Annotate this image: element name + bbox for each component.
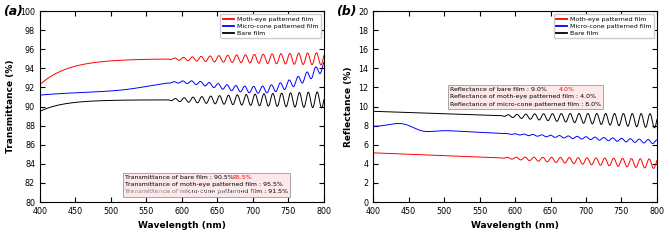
Bare film bbox=[320, 98, 328, 101]
Moth-eye patterned film bbox=[369, 152, 377, 154]
Bare film bbox=[174, 99, 182, 102]
Bare film bbox=[592, 112, 600, 115]
Moth-eye patterned film bbox=[312, 52, 320, 55]
Bare film bbox=[369, 110, 377, 113]
Y-axis label: Reflectance (%): Reflectance (%) bbox=[344, 66, 352, 147]
Text: (a): (a) bbox=[3, 5, 23, 18]
Line: Moth-eye patterned film: Moth-eye patterned film bbox=[373, 153, 657, 169]
Bare film bbox=[312, 95, 320, 98]
Bare film bbox=[651, 126, 659, 129]
Micro-cone patterned film bbox=[593, 137, 601, 140]
Text: 4.0%: 4.0% bbox=[559, 87, 575, 92]
Bare film bbox=[312, 96, 320, 99]
Moth-eye patterned film bbox=[50, 73, 58, 76]
Micro-cone patterned film bbox=[174, 82, 182, 84]
Micro-cone patterned film bbox=[312, 66, 320, 68]
Micro-cone patterned film bbox=[500, 132, 508, 135]
Micro-cone patterned film bbox=[312, 66, 320, 69]
Text: (b): (b) bbox=[336, 5, 356, 18]
Bare film bbox=[653, 118, 661, 121]
Bare film bbox=[645, 115, 653, 118]
Moth-eye patterned film bbox=[312, 51, 320, 54]
Micro-cone patterned film bbox=[645, 138, 653, 141]
Bare film bbox=[507, 115, 515, 118]
Line: Moth-eye patterned film: Moth-eye patterned film bbox=[40, 53, 324, 84]
Moth-eye patterned film bbox=[650, 167, 658, 170]
Y-axis label: Transmittance (%): Transmittance (%) bbox=[5, 60, 15, 153]
Micro-cone patterned film bbox=[507, 133, 515, 136]
Moth-eye patterned film bbox=[592, 157, 600, 160]
Micro-cone patterned film bbox=[645, 138, 653, 141]
Bare film bbox=[50, 105, 58, 107]
Line: Bare film: Bare film bbox=[373, 111, 657, 128]
Bare film bbox=[313, 91, 321, 93]
Moth-eye patterned film bbox=[500, 157, 508, 160]
Moth-eye patterned film bbox=[645, 158, 653, 160]
Text: Reflectance of bare film : 9.0%
Reflectance of moth-eye patterned film : 4.0%
Re: Reflectance of bare film : 9.0% Reflecta… bbox=[450, 87, 601, 106]
Moth-eye patterned film bbox=[174, 59, 182, 61]
Moth-eye patterned film bbox=[166, 58, 174, 61]
Line: Micro-cone patterned film: Micro-cone patterned film bbox=[40, 62, 324, 95]
Text: Transmittance of bare film : 90.5%
Transmittance of moth-eye patterned film : 95: Transmittance of bare film : 90.5% Trans… bbox=[125, 175, 288, 194]
Micro-cone patterned film bbox=[395, 122, 403, 125]
Micro-cone patterned film bbox=[36, 94, 44, 97]
Text: 95.5%: 95.5% bbox=[233, 175, 253, 180]
Text: Transmittance of moth-eye patterned film :: Transmittance of moth-eye patterned film… bbox=[125, 182, 263, 194]
Moth-eye patterned film bbox=[36, 83, 44, 86]
Micro-cone patterned film bbox=[649, 142, 657, 145]
Micro-cone patterned film bbox=[320, 61, 328, 64]
Micro-cone patterned film bbox=[166, 82, 174, 84]
Moth-eye patterned film bbox=[653, 159, 661, 162]
Bare film bbox=[645, 116, 653, 118]
Bare film bbox=[383, 110, 391, 113]
Micro-cone patterned film bbox=[383, 123, 391, 126]
Moth-eye patterned film bbox=[507, 158, 515, 160]
X-axis label: Wavelength (nm): Wavelength (nm) bbox=[138, 221, 226, 230]
X-axis label: Wavelength (nm): Wavelength (nm) bbox=[471, 221, 559, 230]
Micro-cone patterned film bbox=[653, 139, 661, 141]
Micro-cone patterned film bbox=[369, 125, 377, 128]
Moth-eye patterned film bbox=[645, 158, 653, 161]
Moth-eye patterned film bbox=[312, 53, 320, 56]
Line: Micro-cone patterned film: Micro-cone patterned film bbox=[373, 123, 657, 143]
Bare film bbox=[259, 93, 267, 96]
Micro-cone patterned film bbox=[259, 85, 267, 88]
Legend: Moth-eye patterned film, Micro-cone patterned film, Bare film: Moth-eye patterned film, Micro-cone patt… bbox=[553, 14, 654, 38]
Moth-eye patterned film bbox=[383, 152, 391, 155]
Moth-eye patterned film bbox=[259, 53, 267, 56]
Moth-eye patterned film bbox=[320, 54, 328, 57]
Bare film bbox=[166, 99, 174, 102]
Legend: Moth-eye patterned film, Micro-cone patterned film, Bare film: Moth-eye patterned film, Micro-cone patt… bbox=[220, 14, 321, 38]
Bare film bbox=[500, 115, 508, 118]
Micro-cone patterned film bbox=[50, 93, 58, 95]
Line: Bare film: Bare film bbox=[40, 92, 324, 111]
Bare film bbox=[36, 110, 44, 113]
